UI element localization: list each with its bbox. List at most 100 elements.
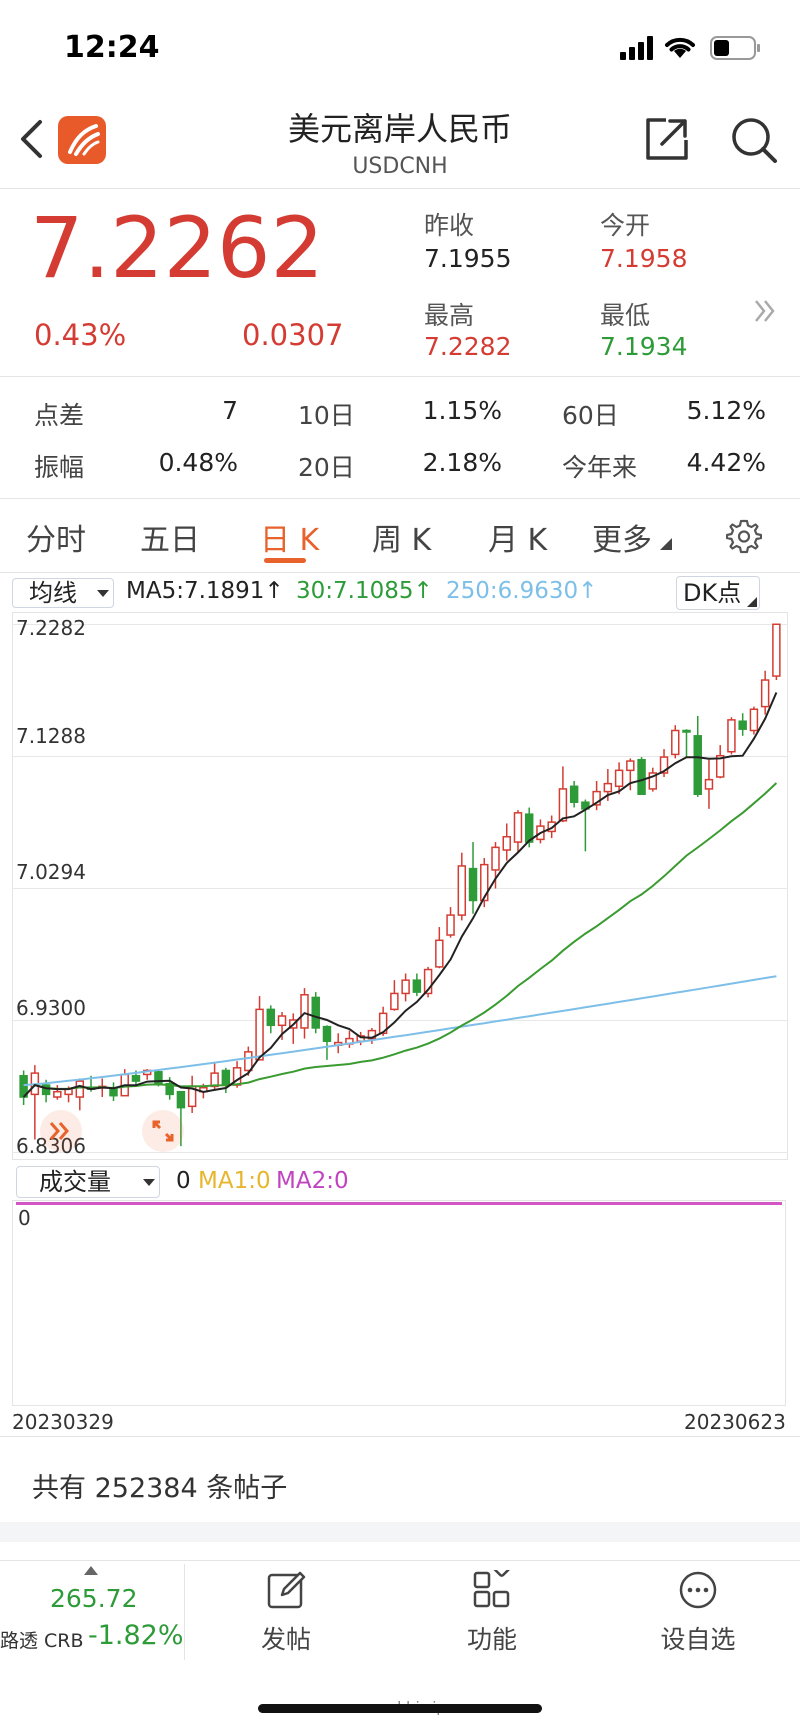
grid-icon xyxy=(473,1559,511,1608)
volume-ma2: MA2:0 xyxy=(276,1168,349,1194)
candle-body xyxy=(401,979,410,995)
share-icon[interactable] xyxy=(644,116,690,162)
active-tab-underline xyxy=(264,558,306,563)
x-start-date: 20230329 xyxy=(12,1410,114,1434)
stat-label: 振幅 xyxy=(34,453,85,482)
expand-arrows-icon xyxy=(152,1120,174,1142)
candle-body xyxy=(53,1090,62,1098)
volume-select[interactable]: 成交量 xyxy=(16,1166,160,1198)
dk-point-label: DK点 xyxy=(683,579,742,607)
tab-intraday[interactable]: 分时 xyxy=(26,523,86,558)
candle-body xyxy=(704,778,714,790)
volume-panel[interactable] xyxy=(12,1200,786,1406)
edit-icon xyxy=(267,1571,306,1609)
candle-body xyxy=(165,1082,174,1096)
battery-icon xyxy=(710,36,760,60)
post-button[interactable]: 发帖 xyxy=(226,1570,346,1656)
tab-monthly-k[interactable]: 月 K xyxy=(488,523,548,558)
candle-body xyxy=(446,914,455,936)
y-tick-label: 7.2282 xyxy=(16,616,86,640)
search-icon[interactable] xyxy=(730,116,778,164)
stat-value: 7 xyxy=(222,396,238,425)
candle-body xyxy=(277,1015,287,1027)
x-end-date: 20230623 xyxy=(684,1410,786,1434)
add-watchlist-button[interactable]: 设自选 xyxy=(638,1570,758,1656)
tab-daily-k[interactable]: 日 K xyxy=(260,523,320,558)
candle-body xyxy=(738,720,747,730)
stat-value: 1.15% xyxy=(422,396,502,425)
candle-body xyxy=(221,1069,231,1086)
chevron-down-icon xyxy=(97,590,109,597)
chevron-down-icon xyxy=(143,1179,155,1186)
stat-value: 4.42% xyxy=(686,448,766,477)
candle-body xyxy=(569,785,579,803)
dk-point-button[interactable]: DK点 xyxy=(676,576,760,610)
candle-body xyxy=(423,968,433,995)
change-amount: 0.0307 xyxy=(242,318,344,352)
ma5-readout: MA5:7.1891↑ xyxy=(126,578,284,604)
change-percent: 0.43% xyxy=(34,318,127,352)
nav-label: 发帖 xyxy=(260,1625,311,1654)
ma250-readout: 250:6.9630↑ xyxy=(446,578,598,604)
candle-body xyxy=(412,979,422,993)
candle-body xyxy=(19,1075,28,1098)
indicator-select[interactable]: 均线 xyxy=(12,578,114,608)
tab-five-day[interactable]: 五日 xyxy=(140,523,200,558)
candle-body xyxy=(311,996,320,1029)
candle-body xyxy=(244,1051,253,1072)
crb-change[interactable]: -1.82% xyxy=(88,1620,184,1651)
candle-body xyxy=(648,772,658,790)
more-triangle-icon xyxy=(660,538,672,550)
back-icon[interactable] xyxy=(18,118,44,160)
candle-body xyxy=(75,1080,85,1098)
open-label: 今开 xyxy=(600,211,651,240)
candle-body xyxy=(760,679,770,708)
expand-chevron-icon[interactable] xyxy=(752,298,778,324)
tab-weekly-k[interactable]: 周 K xyxy=(372,523,432,558)
signal-icon xyxy=(620,36,653,60)
candle-body xyxy=(322,1025,332,1042)
stat-value: 2.18% xyxy=(422,448,502,477)
low-value: 7.1934 xyxy=(600,332,688,361)
candle-body xyxy=(131,1075,141,1082)
last-price: 7.2262 xyxy=(30,199,324,297)
stat-value: 5.12% xyxy=(686,396,766,425)
more-icon xyxy=(679,1571,717,1609)
candle-body xyxy=(41,1084,51,1096)
volume-select-value: 成交量 xyxy=(39,1168,111,1196)
volume-ma1: MA1:0 xyxy=(198,1168,271,1194)
prev-close-value: 7.1955 xyxy=(424,244,512,273)
candle-body xyxy=(390,992,399,1011)
crb-name[interactable]: 路透 CRB xyxy=(0,1630,84,1652)
stat-label: 20日 xyxy=(298,453,355,482)
settings-gear-icon[interactable] xyxy=(726,518,762,554)
stat-value: 0.48% xyxy=(158,448,238,477)
symbol-code: USDCNH xyxy=(352,154,448,179)
candlestick-chart[interactable] xyxy=(12,612,788,1160)
tab-more[interactable]: 更多 xyxy=(592,523,652,558)
candle-body xyxy=(491,846,500,871)
prev-close-label: 昨收 xyxy=(424,211,475,240)
home-indicator[interactable] xyxy=(258,1704,542,1713)
double-chevron-icon xyxy=(49,1122,69,1140)
posts-count[interactable]: 共有 252384 条帖子 xyxy=(32,1473,288,1504)
candle-body xyxy=(176,1090,186,1109)
nav-label: 设自选 xyxy=(660,1625,736,1654)
high-value: 7.2282 xyxy=(424,332,512,361)
crb-value[interactable]: 265.72 xyxy=(50,1584,138,1613)
logo-icon xyxy=(68,124,100,156)
scroll-left-button[interactable] xyxy=(40,1110,82,1152)
candle-body xyxy=(715,754,725,778)
ma250-line xyxy=(23,975,777,1087)
y-tick-label: 7.1288 xyxy=(16,724,86,748)
y-tick-label: 7.0294 xyxy=(16,860,86,884)
candle-body xyxy=(502,835,511,851)
candle-body xyxy=(457,865,467,916)
functions-button[interactable]: 功能 xyxy=(432,1559,552,1656)
app-logo xyxy=(58,116,106,164)
candle-body xyxy=(749,708,759,732)
caret-up-icon xyxy=(84,1566,98,1575)
volume-axis-zero: 0 xyxy=(18,1206,31,1230)
dk-triangle-icon xyxy=(747,597,757,607)
fullscreen-button[interactable] xyxy=(142,1110,184,1152)
